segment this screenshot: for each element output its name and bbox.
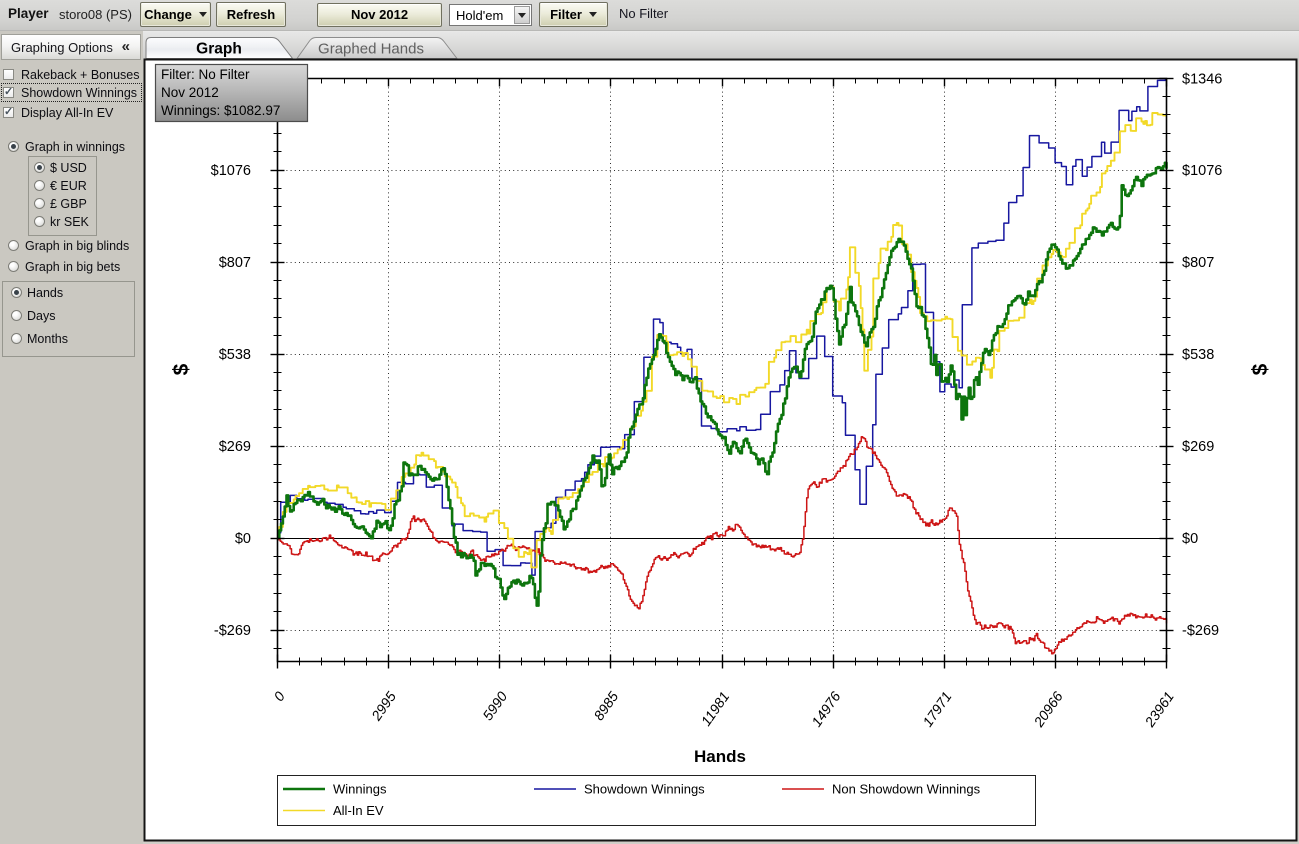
svg-text:$: $: [170, 363, 193, 375]
svg-text:$538: $538: [1182, 347, 1214, 363]
svg-text:-$269: -$269: [214, 623, 251, 639]
svg-text:All-In EV: All-In EV: [333, 803, 384, 818]
svg-text:$: $: [1249, 363, 1272, 375]
svg-text:-$269: -$269: [1182, 623, 1219, 639]
svg-text:Non Showdown Winnings: Non Showdown Winnings: [832, 782, 981, 797]
svg-text:$1076: $1076: [1182, 163, 1222, 179]
svg-text:$807: $807: [219, 255, 251, 271]
svg-text:Filter: No Filter: Filter: No Filter: [161, 67, 250, 82]
svg-text:Showdown Winnings: Showdown Winnings: [584, 782, 705, 797]
svg-text:$1076: $1076: [211, 163, 251, 179]
svg-text:Nov 2012: Nov 2012: [161, 85, 219, 100]
svg-text:Graphed Hands: Graphed Hands: [318, 41, 424, 58]
svg-text:$807: $807: [1182, 255, 1214, 271]
svg-text:Graph: Graph: [196, 41, 242, 58]
svg-text:Winnings: $1082.97: Winnings: $1082.97: [161, 103, 280, 118]
svg-text:Winnings: Winnings: [333, 782, 387, 797]
svg-text:$269: $269: [1182, 439, 1214, 455]
svg-text:$0: $0: [235, 531, 251, 547]
svg-text:$0: $0: [1182, 531, 1198, 547]
svg-text:$538: $538: [219, 347, 251, 363]
svg-text:$269: $269: [219, 439, 251, 455]
svg-text:Hands: Hands: [694, 747, 746, 766]
svg-text:$1346: $1346: [1182, 72, 1222, 88]
